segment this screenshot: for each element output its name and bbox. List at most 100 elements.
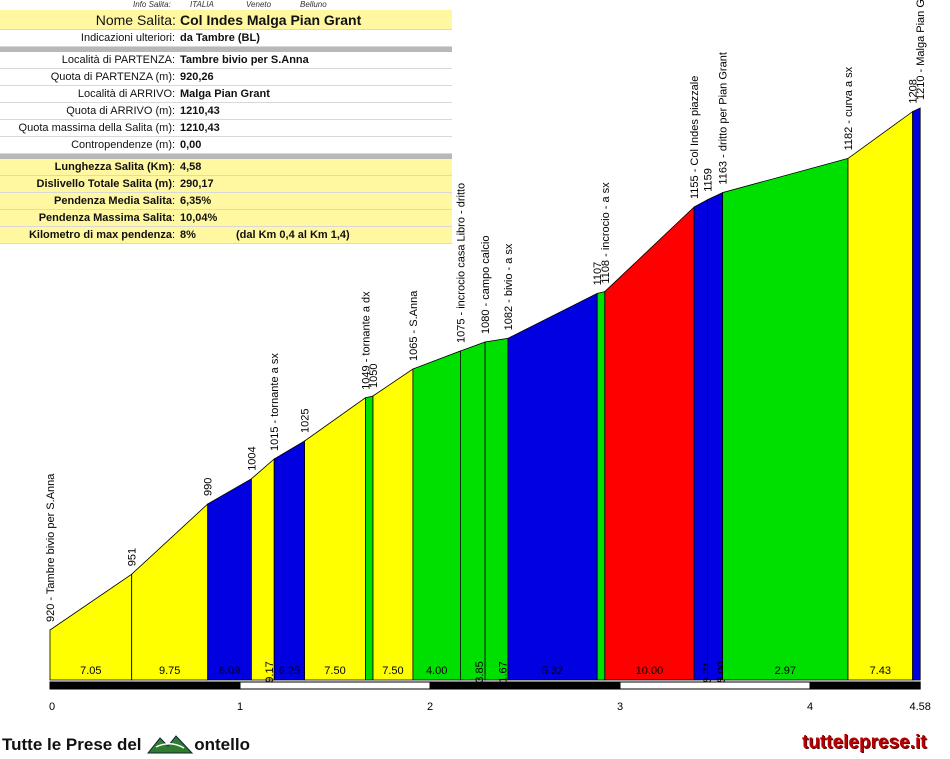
climb-name-row: Nome Salita : Col Indes Malga Pian Grant (0, 10, 452, 30)
segment-grade-label: 2.97 (775, 665, 796, 677)
point-label: 1049 - tornante a dx (360, 291, 372, 390)
profile-segment (250, 458, 275, 681)
point-label: 1182 - curva a sx (843, 66, 855, 150)
x-tick-label: 2 (427, 701, 433, 713)
km-scale-bar (619, 681, 811, 690)
segment-grade-label: 9.17 (264, 661, 276, 682)
segment-grade-label: 6.25 (279, 665, 300, 677)
max-grade-value: 10,04% (180, 212, 218, 224)
info-row: Pendenza Media Salita : 6,35% (0, 193, 452, 210)
avg-grade-label: Pendenza Media Salita (54, 195, 172, 207)
profile-segment (596, 291, 606, 681)
max-elevation-value: 1210,43 (180, 122, 220, 134)
x-tick-label: 3 (617, 701, 623, 713)
km-scale-bar (809, 681, 921, 690)
end-place-label: Località di ARRIVO (77, 88, 172, 100)
point-label: 1015 - tornante a sx (269, 353, 281, 451)
max-elevation-label: Quota massima della Salita (m) (18, 122, 172, 134)
profile-segment (604, 206, 695, 681)
directions-label: Indicazioni ulteriori (80, 32, 172, 44)
point-label: 1004 (246, 446, 258, 470)
info-row: Lunghezza Salita (Km) : 4,58 (0, 159, 452, 176)
counter-slope-label: Contropendenze (m) (71, 139, 172, 151)
point-label: 1065 - S.Anna (408, 290, 420, 361)
segment-grade-label: 6.09 (219, 665, 240, 677)
max-grade-km-range: (dal Km 0,4 al Km 1,4) (236, 229, 350, 241)
segment-grade-label: 7.05 (80, 665, 101, 677)
counter-slope-value: 0,00 (180, 139, 202, 151)
profile-segment (207, 478, 252, 681)
segment-grade-label: 5.32 (542, 665, 563, 677)
x-tick-label: 1 (237, 701, 243, 713)
max-grade-label: Pendenza Massima Salita (38, 212, 172, 224)
x-tick-label: 4 (807, 701, 813, 713)
point-label: 1210 - Malga Pian Grant (915, 0, 927, 100)
point-label: 1025 (300, 409, 312, 433)
divider (0, 154, 452, 159)
profile-segment (912, 107, 921, 681)
montello-logo-icon (147, 735, 194, 754)
info-row: Dislivello Totale Salita (m) : 290,17 (0, 176, 452, 193)
info-subheader: Info Salita: ITALIA Veneto Belluno (0, 0, 452, 10)
climb-name-value: Col Indes Malga Pian Grant (180, 12, 362, 28)
profile-segment (364, 395, 374, 681)
profile-segment (131, 503, 209, 681)
footer-brand: Tutte le Prese del ontello (2, 734, 250, 755)
segment-grade-label: 10.00 (636, 665, 664, 677)
elevation-gain-label: Dislivello Totale Salita (m) (36, 178, 173, 190)
segment-grade-label: 7.43 (870, 665, 891, 677)
footer-brand-text-b: ontello (194, 735, 250, 754)
info-region: Veneto (246, 0, 272, 9)
point-label: 920 - Tambre bivio per S.Anna (45, 473, 57, 622)
info-row: Quota massima della Salita (m) : 1210,43 (0, 120, 452, 137)
profile-segment (484, 337, 509, 681)
info-province: Belluno (300, 0, 327, 9)
km-scale-bar (429, 681, 621, 690)
profile-segment (722, 157, 849, 681)
segment-grade-label: 9.75 (159, 665, 180, 677)
climb-name-label: Nome Salita (95, 12, 172, 28)
segment-grade-label: 4.00 (426, 665, 447, 677)
info-country: ITALIA (190, 0, 214, 9)
point-label: 1107 (592, 262, 604, 286)
directions-value: da Tambre (BL) (180, 32, 260, 44)
point-label: 1082 - bivio - a sx (503, 243, 515, 330)
start-place-label: Località di PARTENZA (61, 54, 172, 66)
point-label: 1080 - campo calcio (480, 236, 492, 334)
point-label: 1159 (702, 168, 714, 192)
profile-segment (693, 199, 708, 681)
start-elevation-label: Quota di PARTENZA (m) (50, 71, 172, 83)
x-tick-label: 0 (49, 701, 55, 713)
end-place-value: Malga Pian Grant (180, 88, 270, 100)
point-label: 990 (203, 478, 215, 496)
info-row: Quota di ARRIVO (m) : 1210,43 (0, 103, 452, 120)
elevation-gain-value: 290,17 (180, 178, 214, 190)
point-label: 1208 (908, 79, 920, 103)
profile-segment (847, 110, 913, 681)
max-grade-km-value: 8% (180, 229, 196, 241)
divider (0, 47, 452, 52)
info-row: Contropendenze (m) : 0,00 (0, 137, 452, 154)
footer-site: tutteleprese.it (802, 732, 927, 753)
end-elevation-label: Quota di ARRIVO (m) (66, 105, 172, 117)
start-elevation-value: 920,26 (180, 71, 214, 83)
info-row: Località di ARRIVO : Malga Pian Grant (0, 86, 452, 103)
km-scale-bar (239, 681, 431, 690)
point-label: 1075 - incrocio casa Libro - dritto (455, 183, 467, 343)
info-row: Pendenza Massima Salita : 10,04% (0, 210, 452, 227)
elevation-profile-chart: 7.05 9.75 6.09 9.17 6.25 7.50 7.50 4.00 3.85 1.67… (45, 0, 931, 713)
footer-brand-text-a: Tutte le Prese del (2, 735, 142, 754)
climb-directions-row: Indicazioni ulteriori : da Tambre (BL) (0, 30, 452, 47)
point-label: 1050 (368, 364, 380, 388)
max-grade-km-label: Kilometro di max pendenza (28, 229, 172, 241)
segment-grade-label: 7.50 (382, 665, 403, 677)
climb-info-table: Nome Salita : Col Indes Malga Pian Grant… (0, 10, 452, 244)
info-row: Località di PARTENZA : Tambre bivio per … (0, 52, 452, 69)
profile-segment (707, 191, 723, 681)
start-place-value: Tambre bivio per S.Anna (180, 54, 309, 66)
profile-segment (273, 440, 306, 681)
point-label: 951 (127, 548, 139, 566)
avg-grade-value: 6,35% (180, 195, 212, 207)
profile-segment (412, 350, 461, 681)
point-label: 1163 - dritto per Pian Grant (718, 52, 730, 184)
